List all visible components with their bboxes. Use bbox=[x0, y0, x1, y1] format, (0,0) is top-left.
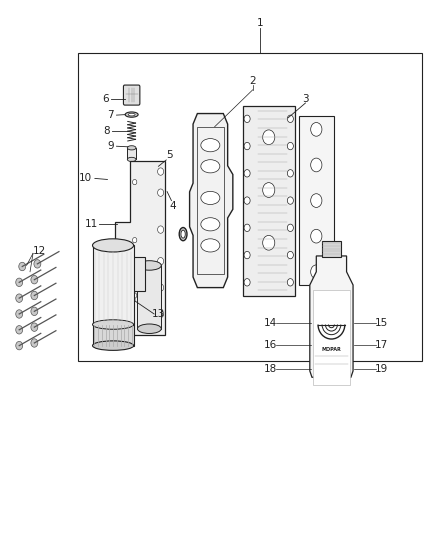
Text: 1: 1 bbox=[257, 18, 263, 28]
Bar bbox=[127, 148, 136, 159]
Circle shape bbox=[16, 294, 23, 302]
Circle shape bbox=[34, 260, 41, 268]
Circle shape bbox=[133, 180, 137, 185]
Polygon shape bbox=[190, 114, 233, 288]
Circle shape bbox=[31, 307, 38, 316]
Ellipse shape bbox=[201, 191, 220, 205]
Polygon shape bbox=[310, 256, 353, 377]
Text: 2: 2 bbox=[249, 76, 256, 86]
Text: 9: 9 bbox=[108, 141, 114, 151]
Circle shape bbox=[244, 169, 250, 177]
Circle shape bbox=[287, 142, 293, 150]
Circle shape bbox=[133, 238, 137, 243]
Circle shape bbox=[287, 115, 293, 123]
Circle shape bbox=[311, 158, 322, 172]
Bar bbox=[92, 325, 134, 345]
Text: 12: 12 bbox=[33, 246, 46, 256]
Ellipse shape bbox=[125, 112, 138, 117]
Ellipse shape bbox=[179, 228, 187, 241]
Text: 11: 11 bbox=[85, 219, 98, 229]
Circle shape bbox=[158, 168, 164, 175]
Circle shape bbox=[158, 257, 164, 265]
Circle shape bbox=[311, 193, 322, 207]
Text: 19: 19 bbox=[374, 365, 388, 374]
FancyBboxPatch shape bbox=[124, 85, 140, 105]
Ellipse shape bbox=[201, 217, 220, 231]
Circle shape bbox=[16, 342, 23, 350]
Bar bbox=[78, 53, 422, 361]
Circle shape bbox=[244, 252, 250, 259]
Text: 14: 14 bbox=[264, 318, 278, 328]
Text: 8: 8 bbox=[103, 126, 110, 136]
Circle shape bbox=[31, 323, 38, 332]
Polygon shape bbox=[106, 161, 165, 335]
Circle shape bbox=[119, 258, 124, 264]
Text: 3: 3 bbox=[302, 94, 309, 104]
Circle shape bbox=[158, 226, 164, 233]
Ellipse shape bbox=[121, 295, 131, 304]
Ellipse shape bbox=[127, 146, 136, 150]
Ellipse shape bbox=[92, 320, 134, 329]
Circle shape bbox=[287, 169, 293, 177]
Circle shape bbox=[158, 284, 164, 292]
Circle shape bbox=[244, 224, 250, 231]
Circle shape bbox=[263, 183, 275, 197]
Circle shape bbox=[244, 142, 250, 150]
Bar bbox=[106, 257, 145, 291]
Circle shape bbox=[158, 189, 164, 196]
Ellipse shape bbox=[92, 239, 134, 252]
Circle shape bbox=[263, 130, 275, 144]
Circle shape bbox=[158, 310, 164, 318]
Circle shape bbox=[31, 292, 38, 300]
Circle shape bbox=[311, 265, 322, 279]
Ellipse shape bbox=[128, 114, 135, 116]
Bar bbox=[138, 265, 161, 329]
Circle shape bbox=[244, 279, 250, 286]
Circle shape bbox=[117, 255, 127, 268]
Text: 17: 17 bbox=[374, 340, 388, 350]
Circle shape bbox=[244, 197, 250, 204]
Circle shape bbox=[19, 262, 26, 271]
Ellipse shape bbox=[201, 139, 220, 152]
Circle shape bbox=[311, 229, 322, 243]
Circle shape bbox=[16, 326, 23, 334]
Circle shape bbox=[244, 115, 250, 123]
Circle shape bbox=[287, 279, 293, 286]
Bar bbox=[299, 116, 334, 285]
Ellipse shape bbox=[92, 341, 134, 350]
Circle shape bbox=[16, 278, 23, 287]
Text: 4: 4 bbox=[170, 201, 176, 211]
Circle shape bbox=[16, 310, 23, 318]
Text: 5: 5 bbox=[166, 150, 173, 160]
Circle shape bbox=[115, 241, 120, 248]
Circle shape bbox=[263, 236, 275, 250]
Text: 13: 13 bbox=[152, 309, 165, 319]
Ellipse shape bbox=[138, 261, 161, 270]
Circle shape bbox=[287, 252, 293, 259]
Text: 6: 6 bbox=[102, 94, 109, 104]
Text: 18: 18 bbox=[264, 365, 278, 374]
Circle shape bbox=[31, 276, 38, 284]
Circle shape bbox=[311, 123, 322, 136]
Circle shape bbox=[287, 224, 293, 231]
Circle shape bbox=[31, 339, 38, 347]
Bar bbox=[92, 245, 134, 325]
Bar bbox=[322, 241, 341, 257]
Ellipse shape bbox=[201, 160, 220, 173]
Circle shape bbox=[133, 293, 137, 298]
Text: 15: 15 bbox=[374, 318, 388, 328]
Text: 7: 7 bbox=[108, 110, 114, 120]
Text: 10: 10 bbox=[79, 173, 92, 183]
Ellipse shape bbox=[201, 239, 220, 252]
Ellipse shape bbox=[181, 230, 185, 238]
Ellipse shape bbox=[138, 324, 161, 334]
Text: MOPAR: MOPAR bbox=[321, 348, 341, 352]
Ellipse shape bbox=[127, 157, 136, 161]
Circle shape bbox=[287, 197, 293, 204]
Text: 16: 16 bbox=[264, 340, 278, 350]
Bar bbox=[243, 106, 295, 295]
Bar bbox=[313, 290, 350, 385]
Ellipse shape bbox=[117, 292, 134, 307]
